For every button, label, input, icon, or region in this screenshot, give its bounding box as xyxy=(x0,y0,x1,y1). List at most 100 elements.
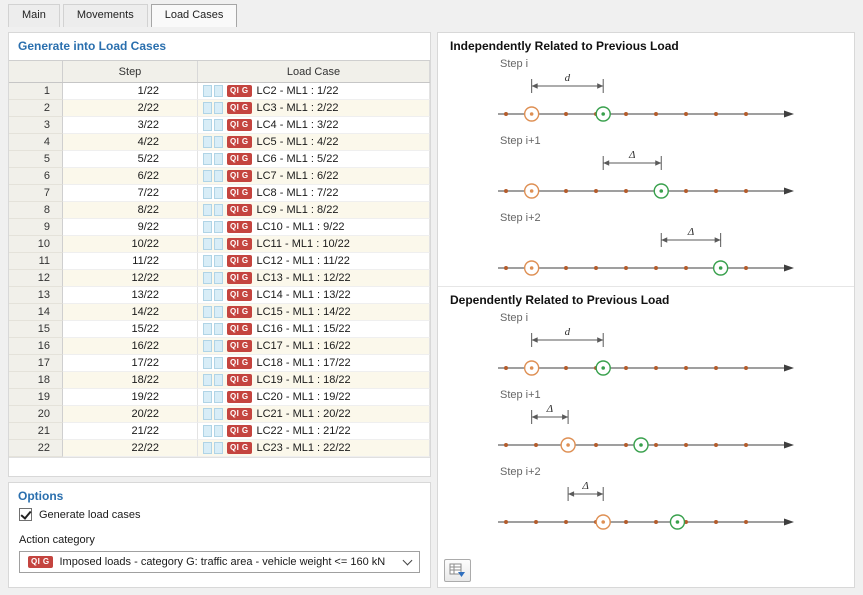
load-layer-icon xyxy=(203,204,212,216)
step-diagram: Step i+1 Δ xyxy=(498,389,854,461)
chevron-down-icon xyxy=(402,555,413,565)
load-layer-icon xyxy=(203,136,212,148)
step-diagram: Step i+1 Δ xyxy=(498,135,854,207)
load-case-cell: QI G LC18 - ML1 : 17/22 xyxy=(198,355,430,372)
table-row[interactable]: 9 9/22 QI G LC10 - ML1 : 9/22 xyxy=(9,219,430,236)
load-layer-icon xyxy=(203,153,212,165)
load-layer-icon xyxy=(203,255,212,267)
load-case-cell: QI G LC23 - ML1 : 22/22 xyxy=(198,440,430,457)
load-layer-icon xyxy=(214,340,223,352)
row-number: 5 xyxy=(9,151,63,168)
load-case-cell: QI G LC4 - ML1 : 3/22 xyxy=(198,117,430,134)
step-cell: 18/22 xyxy=(63,372,198,389)
action-category-badge: QI G xyxy=(227,85,252,97)
row-number: 20 xyxy=(9,406,63,423)
step-label: Step i+1 xyxy=(500,135,541,147)
load-case-label: LC17 - ML1 : 16/22 xyxy=(256,340,351,352)
action-category-select[interactable]: QI G Imposed loads - category G: traffic… xyxy=(19,551,420,573)
step-cell: 2/22 xyxy=(63,100,198,117)
action-category-badge: QI G xyxy=(227,170,252,182)
load-layer-icon xyxy=(203,102,212,114)
load-case-cell: QI G LC12 - ML1 : 11/22 xyxy=(198,253,430,270)
table-row[interactable]: 1 1/22 QI G LC2 - ML1 : 1/22 xyxy=(9,83,430,100)
row-number: 13 xyxy=(9,287,63,304)
generate-load-cases-checkbox[interactable]: Generate load cases xyxy=(19,508,141,521)
table-row[interactable]: 13 13/22 QI G LC14 - ML1 : 13/22 xyxy=(9,287,430,304)
table-row[interactable]: 18 18/22 QI G LC19 - ML1 : 18/22 xyxy=(9,372,430,389)
step-label: Step i xyxy=(500,58,529,70)
step-axis-diagram: d xyxy=(498,326,794,376)
step-cell: 21/22 xyxy=(63,423,198,440)
load-case-cell: QI G LC9 - ML1 : 8/22 xyxy=(198,202,430,219)
checkbox-check-icon[interactable] xyxy=(19,508,32,521)
step-cell: 15/22 xyxy=(63,321,198,338)
step-cell: 20/22 xyxy=(63,406,198,423)
load-case-label: LC5 - ML1 : 4/22 xyxy=(256,136,339,148)
diagram-toolbar-button[interactable] xyxy=(444,559,471,582)
table-row[interactable]: 5 5/22 QI G LC6 - ML1 : 5/22 xyxy=(9,151,430,168)
row-number: 3 xyxy=(9,117,63,134)
table-row[interactable]: 11 11/22 QI G LC12 - ML1 : 11/22 xyxy=(9,253,430,270)
table-row[interactable]: 22 22/22 QI G LC23 - ML1 : 22/22 xyxy=(9,440,430,457)
table-row[interactable]: 17 17/22 QI G LC18 - ML1 : 17/22 xyxy=(9,355,430,372)
svg-text:d: d xyxy=(565,72,571,84)
diagram-sections: Independently Related to Previous Load St… xyxy=(438,33,854,540)
table-row[interactable]: 14 14/22 QI G LC15 - ML1 : 14/22 xyxy=(9,304,430,321)
load-case-label: LC2 - ML1 : 1/22 xyxy=(256,85,339,97)
load-case-label: LC21 - ML1 : 20/22 xyxy=(256,408,351,420)
svg-text:Δ: Δ xyxy=(628,149,635,161)
table-row[interactable]: 8 8/22 QI G LC9 - ML1 : 8/22 xyxy=(9,202,430,219)
load-layer-icon xyxy=(203,340,212,352)
load-layer-icon xyxy=(203,187,212,199)
table-row[interactable]: 6 6/22 QI G LC7 - ML1 : 6/22 xyxy=(9,168,430,185)
load-layer-icon xyxy=(203,85,212,97)
tab-main[interactable]: Main xyxy=(8,4,60,27)
row-number: 16 xyxy=(9,338,63,355)
step-cell: 19/22 xyxy=(63,389,198,406)
step-cell: 12/22 xyxy=(63,270,198,287)
action-category-badge: QI G xyxy=(227,102,252,114)
table-row[interactable]: 4 4/22 QI G LC5 - ML1 : 4/22 xyxy=(9,134,430,151)
load-case-label: LC3 - ML1 : 2/22 xyxy=(256,102,339,114)
step-cell: 17/22 xyxy=(63,355,198,372)
table-row[interactable]: 15 15/22 QI G LC16 - ML1 : 15/22 xyxy=(9,321,430,338)
load-case-cell: QI G LC2 - ML1 : 1/22 xyxy=(198,83,430,100)
row-number: 9 xyxy=(9,219,63,236)
diagram-section-title: Independently Related to Previous Load xyxy=(450,39,679,53)
tab-load-cases[interactable]: Load Cases xyxy=(150,4,238,27)
load-layer-icon xyxy=(214,221,223,233)
row-number: 15 xyxy=(9,321,63,338)
table-row[interactable]: 3 3/22 QI G LC4 - ML1 : 3/22 xyxy=(9,117,430,134)
load-layer-icon xyxy=(214,119,223,131)
step-label: Step i xyxy=(500,312,529,324)
load-layer-icon xyxy=(214,357,223,369)
table-header: Step Load Case xyxy=(9,61,430,83)
table-row[interactable]: 19 19/22 QI G LC20 - ML1 : 19/22 xyxy=(9,389,430,406)
load-layer-icon xyxy=(214,187,223,199)
svg-text:d: d xyxy=(565,326,571,338)
table-row[interactable]: 12 12/22 QI G LC13 - ML1 : 12/22 xyxy=(9,270,430,287)
table-row[interactable]: 16 16/22 QI G LC17 - ML1 : 16/22 xyxy=(9,338,430,355)
load-layer-icon xyxy=(214,85,223,97)
step-cell: 11/22 xyxy=(63,253,198,270)
row-number: 11 xyxy=(9,253,63,270)
load-case-label: LC16 - ML1 : 15/22 xyxy=(256,323,351,335)
table-row[interactable]: 21 21/22 QI G LC22 - ML1 : 21/22 xyxy=(9,423,430,440)
table-body: 1 1/22 QI G LC2 - ML1 : 1/22 2 2/22 QI G LC3 - … xyxy=(9,83,430,457)
step-cell: 16/22 xyxy=(63,338,198,355)
row-number: 4 xyxy=(9,134,63,151)
step-axis-diagram: d xyxy=(498,72,794,122)
load-layer-icon xyxy=(203,221,212,233)
tab-movements[interactable]: Movements xyxy=(62,4,148,27)
table-arrow-icon xyxy=(449,563,465,577)
load-case-label: LC18 - ML1 : 17/22 xyxy=(256,357,351,369)
action-category-badge: QI G xyxy=(227,289,252,301)
table-row[interactable]: 20 20/22 QI G LC21 - ML1 : 20/22 xyxy=(9,406,430,423)
load-case-cell: QI G LC5 - ML1 : 4/22 xyxy=(198,134,430,151)
step-cell: 3/22 xyxy=(63,117,198,134)
table-row[interactable]: 2 2/22 QI G LC3 - ML1 : 2/22 xyxy=(9,100,430,117)
table-row[interactable]: 10 10/22 QI G LC11 - ML1 : 10/22 xyxy=(9,236,430,253)
table-row[interactable]: 7 7/22 QI G LC8 - ML1 : 7/22 xyxy=(9,185,430,202)
step-cell: 6/22 xyxy=(63,168,198,185)
load-case-label: LC19 - ML1 : 18/22 xyxy=(256,374,351,386)
